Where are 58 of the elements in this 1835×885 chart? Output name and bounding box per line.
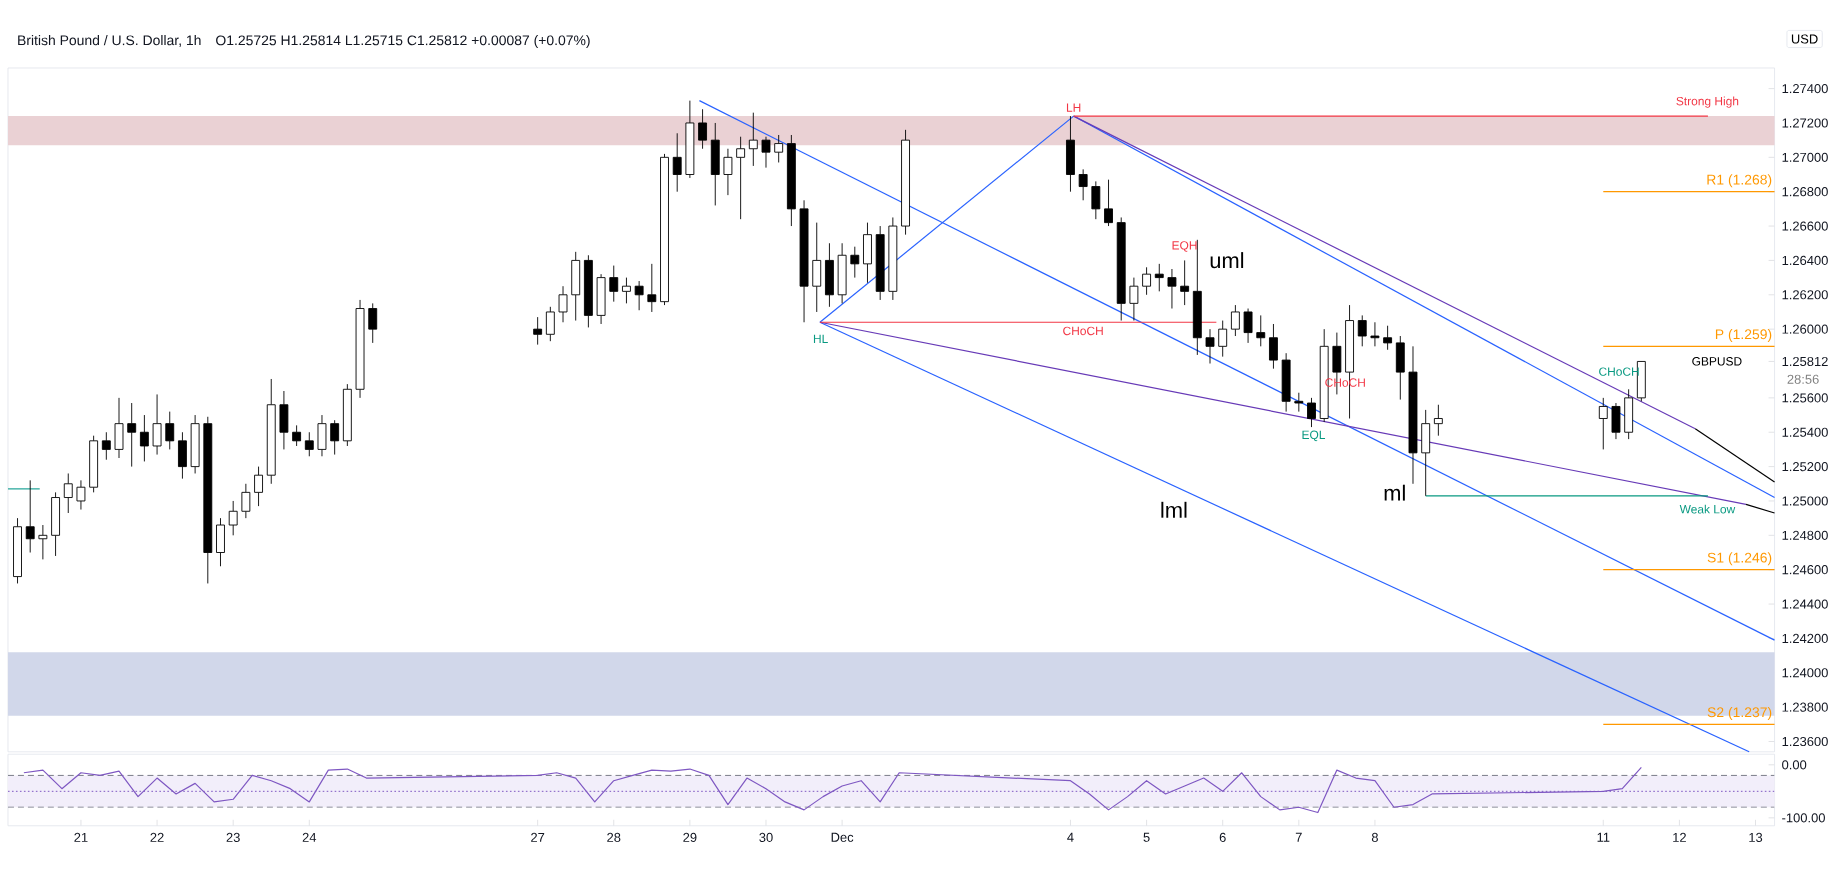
y-tick-label: 1.27200 [1782,118,1828,128]
x-tick-label: Dec [831,832,854,842]
y-axis-title: USD [1791,34,1818,44]
annotation: Weak Low [1679,504,1736,514]
x-tick-label: 27 [531,832,545,842]
annotation: GBPUSD [1692,357,1742,366]
x-tick-label: 12 [1673,832,1686,842]
y-tick-label: 1.26200 [1782,290,1828,300]
annotation: uml [1210,252,1244,269]
x-tick-label: 28 [607,832,621,843]
x-tick-label: 23 [226,832,240,843]
annotation: EQH [1172,241,1197,252]
text: 28:56 [1787,374,1819,384]
series-label: P (1.259) [1715,329,1772,343]
x-tick-label: 13 [1749,832,1763,843]
x-tick-label: 7 [1295,832,1302,842]
chart-title: British Pound / U.S. Dollar, 1h [18,35,201,48]
y-tick-label: 1.24000 [1782,668,1828,678]
annotation: Strong High [1676,96,1739,108]
y-tick-label: 1.25600 [1782,393,1828,403]
y-tick-label: 1.27000 [1782,152,1828,163]
x-tick-label: 29 [683,832,697,843]
chart-subtitle: O1.25725 H1.25814 L1.25715 C1.25812 +0.00087 (+0.07%) [216,35,590,49]
x-tick-label: 21 [74,832,88,842]
x-tick-label: 4 [1067,832,1074,842]
annotation: lml [1161,501,1187,518]
annotation: LH [1066,103,1081,112]
y-tick-label: -100.00 [1782,813,1825,823]
y-tick-label: 1.26800 [1782,187,1828,197]
y-tick-label: 1.23600 [1782,737,1828,747]
y-tick-label: 1.26000 [1782,324,1828,334]
annotation: EQL [1302,430,1326,442]
x-tick-label: 30 [759,832,773,843]
x-tick-label: 22 [150,832,164,842]
x-tick-label: 5 [1143,832,1150,842]
y-tick-label: 1.25400 [1782,427,1828,437]
y-tick-label: 1.23800 [1782,702,1828,712]
series-label: S2 (1.237) [1707,707,1772,721]
x-tick-label: 6 [1219,832,1226,843]
annotation: HL [813,334,828,343]
y-tick-label: 1.25000 [1782,496,1828,506]
y-tick-label: 1.24600 [1782,565,1828,575]
y-tick-label: 1.26400 [1782,255,1828,266]
y-tick-label: 1.25200 [1782,462,1828,472]
y-tick-label: 1.24800 [1782,530,1828,541]
series-label: R1 (1.268) [1707,174,1772,188]
y-tick-label: 0.00 [1782,760,1807,770]
y-tick-label: 1.27400 [1782,84,1828,94]
annotation: ml [1384,484,1405,501]
x-tick-label: 24 [302,832,317,842]
series-label: S1 (1.246) [1707,552,1772,566]
annotation: CHoCH [1063,326,1103,336]
x-tick-label: 8 [1371,832,1378,843]
x-tick-label: 11 [1597,832,1610,842]
y-tick-label: 1.24200 [1782,633,1828,644]
y-tick-label: 1.26600 [1782,221,1828,231]
y-tick-label: 1.24400 [1782,599,1828,609]
y-tick-label: 1.25812 [1782,356,1828,367]
